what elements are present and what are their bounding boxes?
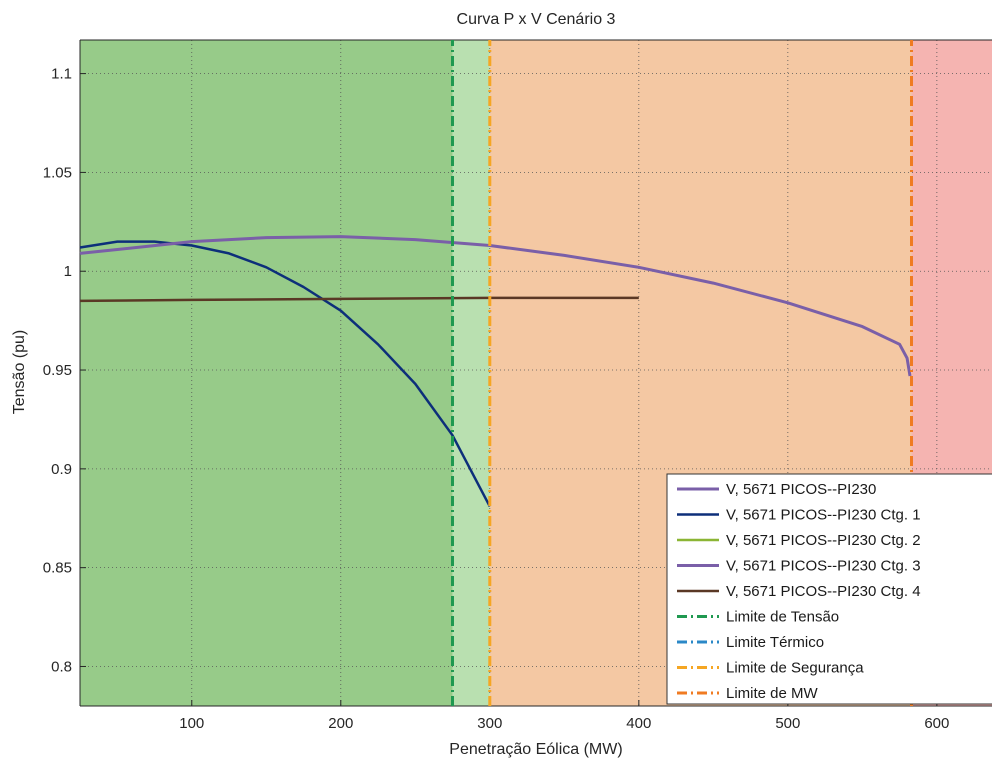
chart-title: Curva P x V Cenário 3: [457, 11, 616, 28]
x-tick-label-4: 400: [626, 715, 651, 732]
y-tick-label-1: 0.8: [51, 658, 72, 675]
region-2: [452, 40, 490, 706]
legend-label-1: V, 5671 PICOS--PI230: [726, 481, 876, 498]
legend-box: [666, 473, 992, 705]
y-tick-label-2: 0.85: [43, 560, 72, 577]
x-tick-label-5: 500: [775, 715, 800, 732]
plot-area: 100 200 300 400 500 600 0.8 0.85 0.9 0.95 1 1.05 1.1: [43, 39, 992, 732]
legend-label-4: V, 5671 PICOS--PI230 Ctg. 3: [726, 558, 921, 575]
x-tick-label-2: 200: [328, 715, 353, 732]
region-1: [80, 40, 453, 706]
series-line-5: [79, 296, 639, 303]
series-line-2: [79, 240, 491, 507]
y-tick-label-6: 1.05: [43, 164, 72, 181]
y-tick-label-3: 0.9: [51, 461, 72, 478]
y-tick-label-5: 1: [64, 263, 72, 280]
legend-label-7: Limite Térmico: [726, 634, 824, 651]
y-tick-label-4: 0.95: [43, 362, 72, 379]
legend-label-5: V, 5671 PICOS--PI230 Ctg. 4: [726, 583, 921, 600]
y-axis-title: Tensão (pu): [11, 330, 28, 415]
series-line-4: [79, 235, 912, 377]
x-tick-label-1: 100: [179, 715, 204, 732]
legend-label-9: Limite de MW: [726, 685, 819, 702]
x-axis-title: Penetração Eólica (MW): [449, 741, 622, 758]
x-tick-label-3: 300: [477, 715, 502, 732]
legend-label-3: V, 5671 PICOS--PI230 Ctg. 2: [726, 532, 921, 549]
x-tick-label-6: 600: [924, 715, 949, 732]
legend-label-6: Limite de Tensão: [726, 609, 839, 626]
legend-label-2: V, 5671 PICOS--PI230 Ctg. 1: [726, 507, 921, 524]
legend: V, 5671 PICOS--PI230 V, 5671 PICOS--PI230…: [666, 473, 992, 705]
y-tick-label-7: 1.1: [51, 66, 72, 83]
legend-label-8: Limite de Segurança: [726, 660, 864, 677]
